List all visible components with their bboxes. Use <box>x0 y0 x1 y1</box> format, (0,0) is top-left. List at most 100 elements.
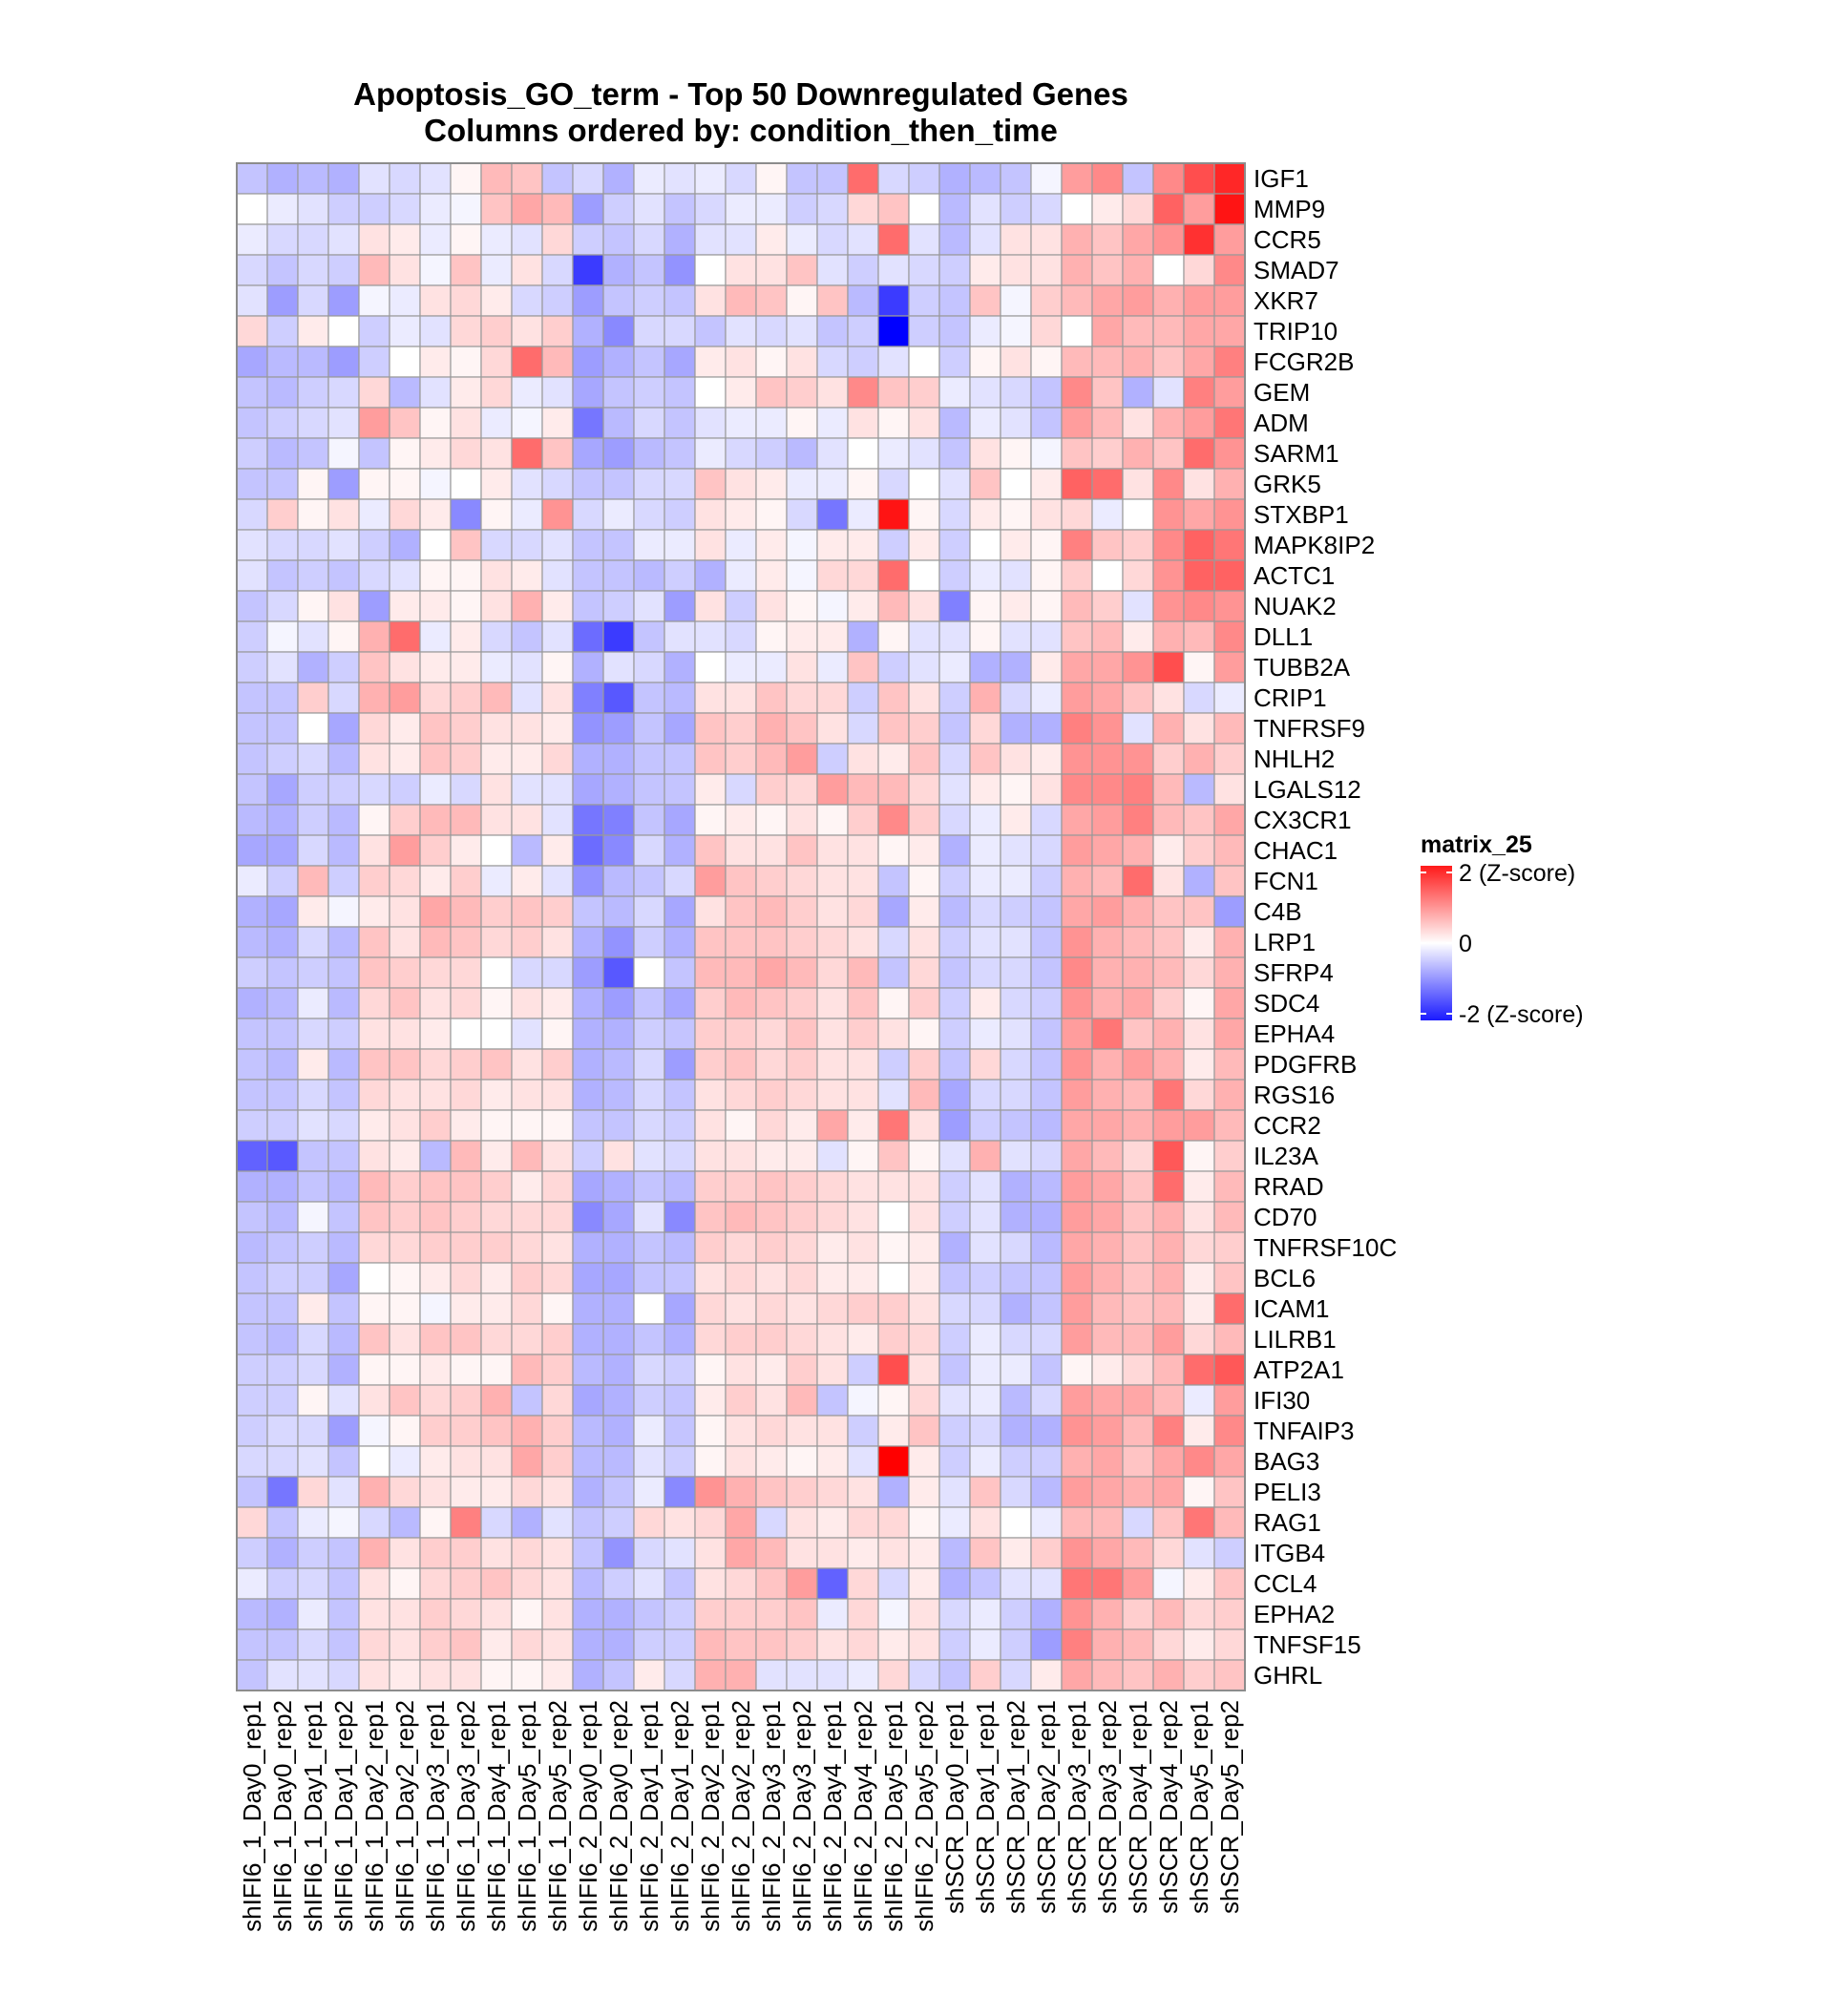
heatmap-cell <box>633 773 665 806</box>
heatmap-cell <box>1061 1201 1093 1233</box>
heatmap-cell <box>1152 1292 1185 1325</box>
heatmap-cell <box>1000 1354 1032 1386</box>
heatmap-cell <box>266 1354 299 1386</box>
heatmap-cell <box>327 315 360 347</box>
heatmap-cell <box>236 193 268 225</box>
heatmap-cell <box>266 773 299 806</box>
heatmap-cell <box>664 773 696 806</box>
heatmap-cell <box>847 193 879 225</box>
heatmap-cell <box>1030 834 1063 867</box>
heatmap-cell <box>1152 559 1185 592</box>
heatmap-cell <box>1000 498 1032 531</box>
heatmap-cell <box>969 529 1001 561</box>
heatmap-cell <box>511 254 543 286</box>
heatmap-cell <box>358 346 390 378</box>
heatmap-cell <box>450 1201 482 1233</box>
heatmap-cell <box>419 1231 452 1264</box>
heatmap-cell <box>480 223 513 256</box>
heatmap-cell <box>480 712 513 745</box>
heatmap-cell <box>755 1201 788 1233</box>
heatmap-cell <box>664 1079 696 1111</box>
heatmap-cell <box>358 1262 390 1294</box>
heatmap-cell <box>1183 682 1215 714</box>
heatmap-cell <box>1061 1506 1093 1539</box>
heatmap-cell <box>541 987 574 1019</box>
heatmap-cell <box>694 1506 727 1539</box>
row-label: CD70 <box>1254 1203 1317 1231</box>
column-label: shSCR_Day0_rep1 <box>940 1700 969 1914</box>
heatmap-cell <box>327 1323 360 1355</box>
heatmap-cell <box>877 804 910 836</box>
heatmap-cell <box>694 926 727 958</box>
heatmap-cell <box>755 895 788 928</box>
heatmap-cell <box>877 193 910 225</box>
heatmap-cell <box>1000 1537 1032 1569</box>
heatmap-cell <box>969 1231 1001 1264</box>
heatmap-cell <box>633 1567 665 1600</box>
column-label: shIFI6_1_Day4_rep1 <box>482 1700 511 1932</box>
heatmap-cell <box>694 1140 727 1172</box>
heatmap-cell <box>755 956 788 989</box>
heatmap-cell <box>236 498 268 531</box>
heatmap-cell <box>327 1567 360 1600</box>
heatmap-cell <box>786 987 818 1019</box>
heatmap-cell <box>1183 865 1215 897</box>
heatmap-cell <box>1061 315 1093 347</box>
heatmap-cell <box>511 651 543 683</box>
heatmap-cell <box>877 1048 910 1081</box>
heatmap-cell <box>725 498 757 531</box>
heatmap-cell <box>1122 1140 1154 1172</box>
heatmap-cell <box>419 987 452 1019</box>
heatmap-cell <box>358 1079 390 1111</box>
heatmap-cell <box>450 1140 482 1172</box>
heatmap-cell <box>1000 620 1032 653</box>
heatmap-cell <box>1213 437 1246 470</box>
heatmap-cell <box>664 1109 696 1142</box>
heatmap-cell <box>694 804 727 836</box>
heatmap-cell <box>450 987 482 1019</box>
heatmap-cell <box>1213 712 1246 745</box>
heatmap-cell <box>450 620 482 653</box>
heatmap-cell <box>541 743 574 775</box>
heatmap-cell <box>480 1079 513 1111</box>
heatmap-cell <box>236 590 268 622</box>
heatmap-cell <box>816 1476 849 1508</box>
heatmap-cell <box>1091 1048 1124 1081</box>
heatmap-cell <box>327 346 360 378</box>
heatmap-cell <box>725 254 757 286</box>
heatmap-cell <box>1061 376 1093 409</box>
heatmap-cell <box>755 1659 788 1691</box>
heatmap-cell <box>511 1384 543 1417</box>
heatmap-cell <box>419 437 452 470</box>
heatmap-cell <box>847 223 879 256</box>
heatmap-cell <box>572 284 604 317</box>
heatmap-cell <box>541 1537 574 1569</box>
heatmap-cell <box>877 1170 910 1203</box>
heatmap-cell <box>266 865 299 897</box>
heatmap-cell <box>1122 1079 1154 1111</box>
heatmap-cell <box>633 1415 665 1447</box>
heatmap-cell <box>1152 651 1185 683</box>
heatmap-cell <box>541 223 574 256</box>
heatmap-cell <box>541 1170 574 1203</box>
heatmap-cell <box>725 1201 757 1233</box>
heatmap-cell <box>1061 712 1093 745</box>
heatmap-cell <box>664 620 696 653</box>
heatmap-cell <box>877 1231 910 1264</box>
heatmap-cell <box>419 529 452 561</box>
heatmap-cell <box>450 1170 482 1203</box>
heatmap-cell <box>755 1140 788 1172</box>
heatmap-cell <box>694 834 727 867</box>
heatmap-cell <box>602 651 635 683</box>
heatmap-cell <box>1213 1323 1246 1355</box>
heatmap-cell <box>786 834 818 867</box>
heatmap-cell <box>847 1537 879 1569</box>
heatmap-cell <box>877 651 910 683</box>
heatmap-cell <box>1091 895 1124 928</box>
heatmap-cell <box>1152 773 1185 806</box>
heatmap-cell <box>877 926 910 958</box>
heatmap-cell <box>877 437 910 470</box>
heatmap-cell <box>1122 895 1154 928</box>
heatmap-cell <box>1061 590 1093 622</box>
